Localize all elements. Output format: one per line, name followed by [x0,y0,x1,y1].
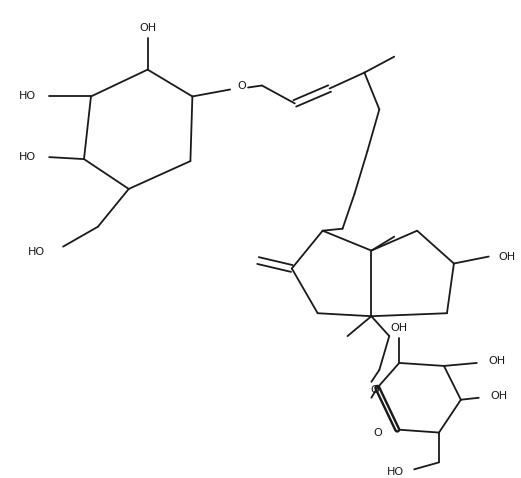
Text: OH: OH [489,356,506,366]
Text: O: O [374,427,382,437]
Text: OH: OH [491,391,508,401]
Text: O: O [237,80,246,90]
Text: O: O [370,385,379,395]
Text: HO: HO [19,91,36,101]
Text: HO: HO [19,152,36,162]
Text: OH: OH [499,251,516,261]
Text: OH: OH [391,323,408,333]
Text: OH: OH [139,23,156,33]
Text: HO: HO [28,247,45,257]
Text: HO: HO [387,467,404,478]
